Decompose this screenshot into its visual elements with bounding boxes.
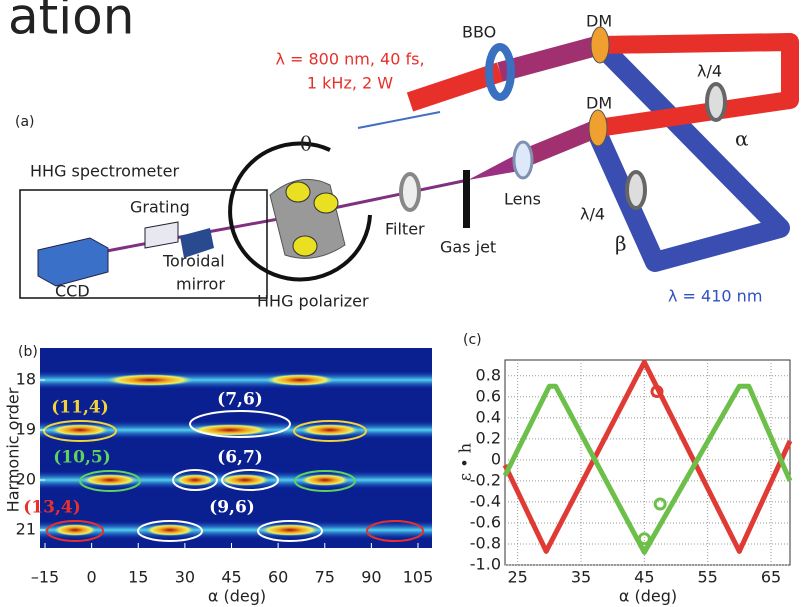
y-tick-label: -0.4 [470, 491, 501, 510]
y-tick-label: 21 [16, 520, 36, 539]
x-tick-label: 55 [697, 568, 717, 587]
waveplate [707, 84, 725, 120]
annotation: (10,5) [53, 448, 111, 468]
y-tick-label: 18 [16, 370, 36, 389]
ccd [38, 238, 108, 286]
blue-beam [598, 50, 780, 262]
label: CCD [55, 282, 90, 301]
x-tick-label: 15 [128, 568, 148, 587]
waveplate [627, 172, 645, 208]
y-tick-label: 19 [16, 420, 36, 439]
panel-label: (a) [15, 114, 35, 130]
annotation: (6,7) [217, 448, 263, 468]
x-tick-label: 65 [761, 568, 781, 587]
label: λ/4 [697, 62, 722, 81]
annotation: (7,6) [217, 390, 263, 410]
y-tick-label: 0.4 [476, 407, 501, 426]
figure: ation (a) BBO DM DM λ = 800 nm, 40 fs, 1… [0, 0, 805, 607]
label: mirror [176, 275, 225, 294]
input-arrow [358, 112, 440, 128]
label: DM [586, 12, 612, 31]
x-axis-label: α (deg) [208, 587, 266, 606]
purple-beam [500, 45, 600, 72]
label: Gas jet [440, 238, 496, 257]
x-tick-label: –15 [31, 568, 59, 587]
filter [401, 174, 419, 210]
label: Lens [504, 190, 541, 209]
x-tick-label: 30 [175, 568, 195, 587]
y-axis-label: Harmonic order [4, 387, 23, 512]
label: Filter [385, 220, 425, 239]
label: α [735, 127, 749, 151]
label: θ [300, 132, 312, 156]
x-tick-label: 90 [361, 568, 381, 587]
y-tick-label: 0.8 [476, 365, 501, 384]
x-tick-label: 35 [571, 568, 591, 587]
x-tick-label: 25 [507, 568, 527, 587]
title-fragment: ation [8, 0, 134, 46]
mirror [314, 193, 338, 213]
annotation: (11,4) [51, 398, 109, 418]
annotation: (13,4) [23, 498, 81, 518]
label: λ/4 [580, 205, 605, 224]
y-tick-label: 0 [491, 449, 501, 468]
mirror [293, 236, 317, 256]
label: 1 kHz, 2 W [307, 74, 393, 93]
x-tick-label: 45 [634, 568, 654, 587]
dichroic-mirror [591, 27, 609, 63]
mirror [286, 182, 310, 202]
label: BBO [462, 23, 496, 42]
y-tick-label: 0.6 [476, 386, 501, 405]
x-axis-label: α (deg) [619, 587, 677, 606]
purple-beam [525, 128, 598, 158]
annotation: (9,6) [209, 498, 255, 518]
y-tick-label: -0.8 [470, 533, 501, 552]
gas-jet [463, 170, 470, 228]
label: DM [586, 94, 612, 113]
label: HHG polarizer [257, 292, 369, 311]
x-tick-label: 105 [403, 568, 434, 587]
dichroic-mirror [589, 110, 607, 146]
schematic: (a) BBO DM DM λ = 800 nm, 40 fs, 1 kHz, … [15, 12, 790, 311]
x-tick-label: 45 [221, 568, 241, 587]
panel-label: (c) [463, 332, 482, 348]
panel-label: (b) [18, 344, 38, 360]
panel-b: (b) Harmonic order α (deg) –15 0 15 30 45 60 7… [4, 344, 434, 606]
x-tick-label: 60 [268, 568, 288, 587]
label: λ = 800 nm, 40 fs, [275, 50, 424, 69]
y-tick-label: -0.6 [470, 512, 501, 531]
x-tick-label: 0 [87, 568, 97, 587]
y-tick-label: 20 [16, 470, 36, 489]
grating [145, 222, 178, 248]
label: Grating [130, 198, 190, 217]
y-tick-label: -1.0 [470, 555, 501, 574]
y-tick-label: 0.2 [476, 428, 501, 447]
label: HHG spectrometer [30, 162, 180, 181]
label: λ = 410 nm [668, 287, 762, 306]
label: Toroidal [162, 252, 225, 271]
y-tick-label: -0.2 [470, 470, 501, 489]
x-tick-label: 75 [315, 568, 335, 587]
lens [514, 142, 532, 178]
label: β [615, 232, 627, 256]
